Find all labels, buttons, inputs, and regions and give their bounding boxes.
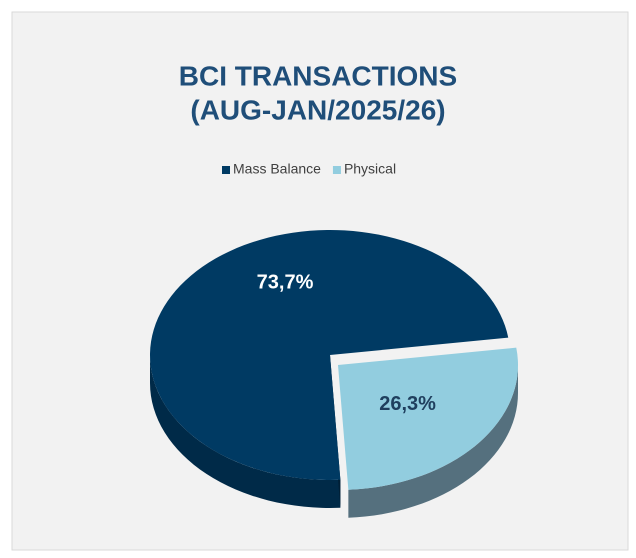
legend-swatch [222, 166, 230, 174]
pie-slice [150, 230, 509, 480]
slice-side [150, 355, 341, 508]
pie-slice [338, 347, 518, 490]
legend-swatch [332, 166, 341, 174]
chart-title: BCI TRANSACTIONS [179, 60, 457, 91]
chart-title: (AUG-JAN/2025/26) [190, 94, 445, 125]
slice-side [348, 365, 518, 518]
legend-label: Mass Balance [233, 161, 321, 177]
data-label: 26,3% [379, 393, 436, 415]
data-label: 73,7% [257, 271, 314, 293]
legend-label: Physical [344, 161, 396, 177]
